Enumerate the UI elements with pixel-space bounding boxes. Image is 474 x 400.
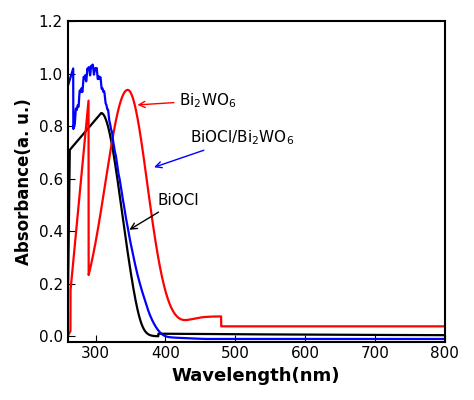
Text: BiOCl/Bi$_2$WO$_6$: BiOCl/Bi$_2$WO$_6$ <box>155 128 294 168</box>
Text: BiOCl: BiOCl <box>131 193 199 229</box>
Text: Bi$_2$WO$_6$: Bi$_2$WO$_6$ <box>139 91 237 110</box>
X-axis label: Wavelength(nm): Wavelength(nm) <box>172 367 340 385</box>
Y-axis label: Absorbance(a. u.): Absorbance(a. u.) <box>15 98 33 265</box>
